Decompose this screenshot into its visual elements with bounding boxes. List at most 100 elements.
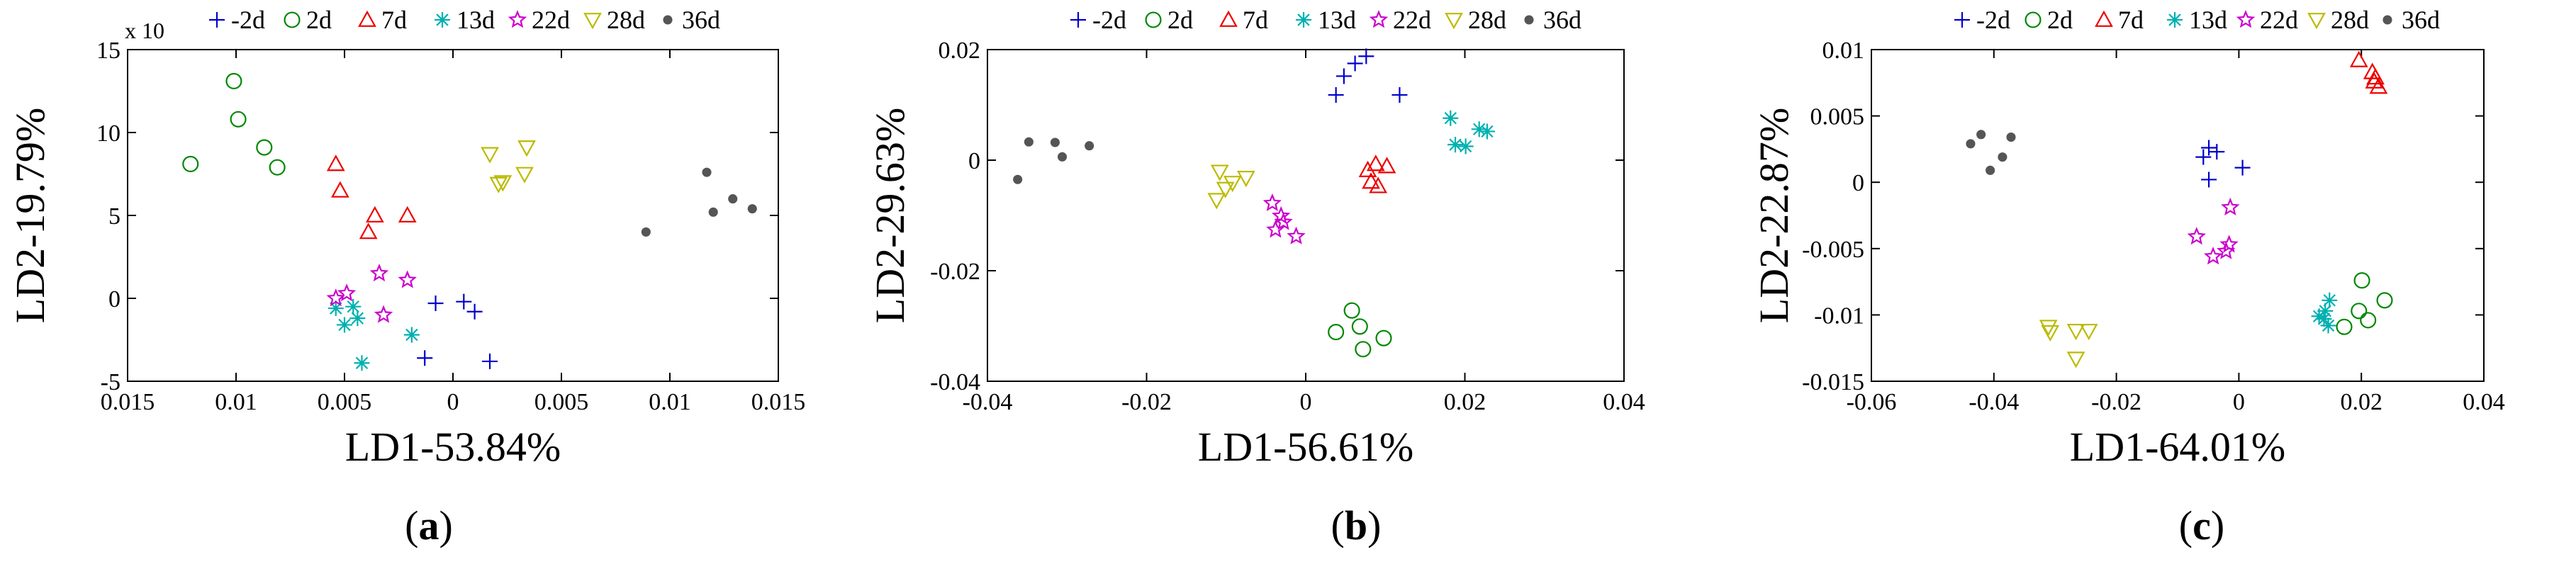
data-point	[2066, 323, 2085, 341]
y-axis-title: LD2-29.63%	[867, 108, 913, 323]
data-point	[1262, 193, 1282, 212]
data-point	[230, 111, 247, 128]
data-point	[2316, 311, 2332, 327]
data-point	[2311, 308, 2327, 325]
data-point	[2349, 50, 2368, 67]
series-2d	[2336, 272, 2393, 335]
data-point	[2006, 133, 2016, 142]
panel-c: -0.06 -0.04 -0.02 0 0.02 0.04 -0.015 -0.01 -0.00…	[1717, 0, 2575, 574]
legend-marker-28d	[1445, 13, 1463, 30]
data-point	[2201, 171, 2217, 188]
data-point	[1328, 324, 1345, 341]
scatter-plot-c: -0.06 -0.04 -0.02 0 0.02 0.04 -0.015 -0.01 -0.00…	[1751, 6, 2505, 470]
y-tick-label: 0.01	[1822, 38, 1865, 64]
x-tick-label: 0.02	[1444, 389, 1486, 415]
data-point	[2187, 227, 2206, 245]
y-tick-label: -0.005	[1802, 237, 1864, 263]
data-point	[702, 167, 712, 177]
legend-marker-2d	[284, 11, 301, 28]
data-point	[482, 353, 498, 369]
x-tick-label: 0.02	[2340, 389, 2382, 415]
data-point	[1479, 123, 1495, 140]
legend-marker-28d	[583, 13, 602, 30]
series-13d	[327, 298, 420, 371]
data-point	[1351, 318, 1368, 335]
legend-label-36d: 36d	[682, 6, 720, 34]
legend-label-22d: 22d	[2260, 6, 2298, 34]
data-point	[517, 140, 536, 157]
x-tick-label: 0.01	[649, 389, 691, 415]
y-exponent-label: x 10	[125, 18, 164, 43]
data-point	[1358, 160, 1377, 177]
data-point	[728, 194, 738, 204]
legend: -2d 2d 7d 13d 22d 28d 36d	[1070, 6, 1581, 34]
legend-label-22d: 22d	[532, 6, 570, 34]
data-point	[2204, 247, 2223, 265]
x-tick-label: -0.02	[2091, 389, 2141, 415]
data-point	[359, 223, 378, 240]
data-point	[1976, 130, 1986, 140]
legend-label-7d: 7d	[381, 6, 407, 34]
data-point	[1210, 164, 1229, 181]
data-point	[337, 317, 352, 333]
legend-label-13d: 13d	[2189, 6, 2227, 34]
data-point	[466, 303, 483, 320]
data-point	[1998, 152, 2007, 162]
data-point	[398, 270, 417, 288]
data-point	[1057, 152, 1068, 162]
legend-marker-36d	[1524, 15, 1534, 25]
data-point	[1391, 86, 1408, 103]
data-point	[515, 167, 534, 184]
series-28d	[481, 140, 536, 193]
y-tick-label: 5	[108, 203, 121, 230]
y-tick-label: -0.015	[1802, 369, 1864, 395]
data-point	[1471, 121, 1487, 137]
x-tick-label: 0	[2233, 389, 2245, 415]
legend-label--2d: -2d	[231, 6, 265, 34]
legend-label-13d: 13d	[1318, 6, 1356, 34]
data-point	[1343, 302, 1360, 319]
series-36d	[1013, 137, 1094, 184]
data-point	[1013, 174, 1023, 184]
data-point	[2322, 292, 2338, 308]
legend-label-36d: 36d	[1543, 6, 1581, 34]
data-point	[1377, 157, 1396, 174]
data-point	[1223, 176, 1242, 193]
legend-label-36d: 36d	[2402, 6, 2440, 34]
series-2d	[182, 72, 286, 176]
panel-b: -0.04 -0.02 0 0.02 0.04 -0.04 -0.02 0 0.02 LD1-56…	[858, 0, 1717, 574]
series-13d	[2311, 292, 2338, 334]
data-point	[1207, 193, 1226, 210]
x-tick-label: 0.04	[1603, 389, 1645, 415]
data-point	[2195, 149, 2212, 165]
panel-a: 0.015 0.01 0.005 0 0.005 0.01 0.015 -5 0 5 10 15 x 1…	[0, 0, 858, 574]
data-point	[489, 176, 508, 193]
legend-marker-2d	[1145, 11, 1162, 28]
legend-label-13d: 13d	[457, 6, 495, 34]
data-point	[1355, 341, 1372, 358]
x-tick-label: -0.02	[1121, 389, 1172, 415]
legend-label-22d: 22d	[1393, 6, 1431, 34]
panel-c-label: (c)	[2178, 502, 2225, 548]
legend-marker-22d	[1369, 10, 1389, 28]
data-point	[403, 327, 420, 343]
legend-label-28d: 28d	[1468, 6, 1506, 34]
data-point	[641, 227, 651, 237]
data-point	[326, 288, 345, 307]
data-point	[2376, 292, 2393, 309]
data-point	[349, 310, 366, 327]
y-tick-label: 0	[968, 148, 980, 174]
x-axis-title: LD1-64.01%	[2070, 424, 2285, 470]
legend-marker-7d	[1219, 10, 1238, 27]
x-axis-title: LD1-53.84%	[345, 424, 561, 470]
legend-label-2d: 2d	[1167, 6, 1193, 34]
data-point	[1369, 176, 1388, 193]
series-2d	[1328, 302, 1392, 358]
data-point	[1986, 165, 1995, 175]
data-point	[327, 300, 344, 317]
data-point	[354, 355, 370, 371]
data-point	[2221, 197, 2240, 216]
data-point	[2041, 325, 2060, 342]
legend-label--2d: -2d	[1092, 6, 1126, 34]
